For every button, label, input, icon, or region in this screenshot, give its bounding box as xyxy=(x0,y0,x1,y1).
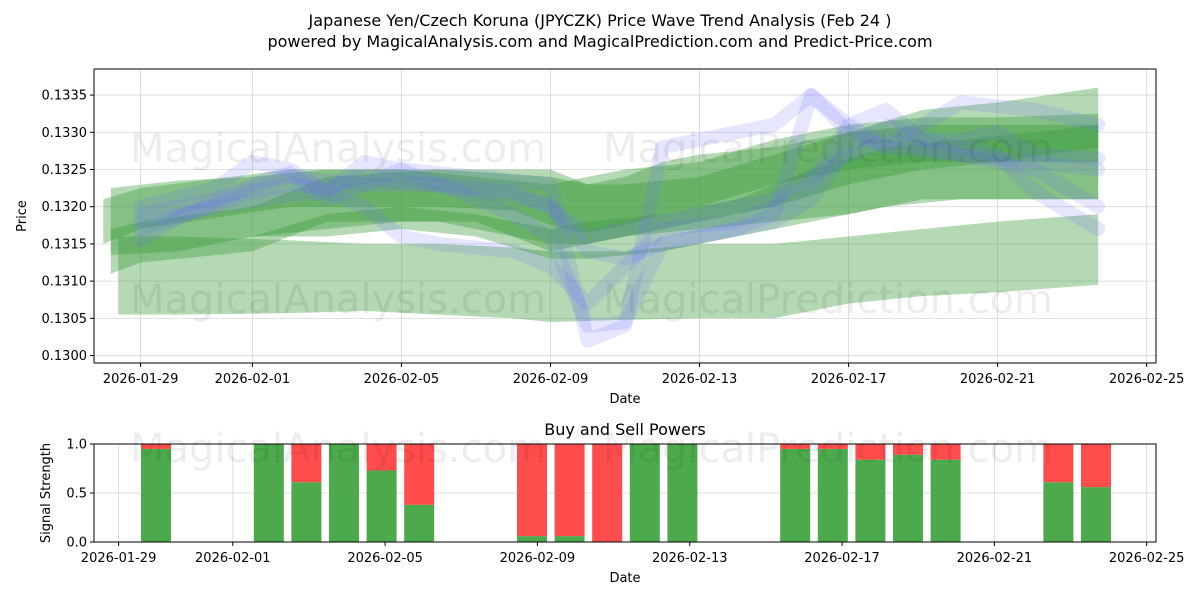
power-y-tick-label: 0.0 xyxy=(66,536,87,551)
sell-power-bar xyxy=(1043,444,1074,483)
sell-power-bar xyxy=(855,444,886,460)
power-y-ticks: 0.0 0.5 1.0 xyxy=(66,438,94,551)
price-x-tick-label: 2026-02-05 xyxy=(364,372,440,387)
price-wave-line xyxy=(133,88,1106,333)
buy-power-bar xyxy=(329,444,359,542)
buy-power-bar xyxy=(780,448,811,542)
price-x-tick-label: 2026-02-01 xyxy=(215,372,291,387)
sell-power-bar xyxy=(930,444,961,460)
power-y-tick-label: 1.0 xyxy=(66,438,87,453)
price-y-tick-label: 0.1330 xyxy=(42,126,88,141)
power-y-axis-title: Signal Strength xyxy=(39,443,54,543)
sell-power-bar xyxy=(592,444,623,542)
price-wave-line xyxy=(133,117,1106,311)
price-x-tick-label: 2026-02-13 xyxy=(662,372,738,387)
power-bars xyxy=(141,444,1111,542)
price-x-tick-label: 2026-02-21 xyxy=(960,372,1036,387)
sell-power-bar xyxy=(291,444,322,483)
price-waves xyxy=(133,88,1106,348)
power-x-tick-label: 2026-02-25 xyxy=(1109,551,1185,566)
trend-bands xyxy=(103,87,1099,323)
power-chart-title: Buy and Sell Powers xyxy=(544,420,706,439)
price-plot-frame xyxy=(93,68,1157,364)
watermark-power-left: MagicalAnalysis.com xyxy=(130,426,546,472)
watermark-top-right: MagicalPrediction.com xyxy=(603,126,1053,172)
buy-power-bar xyxy=(1081,487,1111,542)
chart-title-line-1: Japanese Yen/Czech Koruna (JPYCZK) Price… xyxy=(308,11,892,30)
sell-power-bar xyxy=(366,444,397,471)
price-x-tick-label: 2026-02-17 xyxy=(811,372,887,387)
buy-power-bar xyxy=(253,444,284,542)
power-x-tick-label: 2026-02-21 xyxy=(957,551,1033,566)
power-x-axis-title: Date xyxy=(609,571,640,586)
price-x-axis-title: Date xyxy=(609,392,640,407)
price-y-tick-label: 0.1300 xyxy=(42,349,88,364)
trend-band xyxy=(110,87,1099,274)
price-x-ticks: 2026-01-29 2026-02-01 2026-02-05 2026-02-09… xyxy=(103,363,1185,387)
buy-power-bar xyxy=(667,444,698,542)
price-y-tick-label: 0.1320 xyxy=(42,200,88,215)
price-y-tick-label: 0.1315 xyxy=(42,237,88,252)
power-x-tick-label: 2026-02-01 xyxy=(195,551,271,566)
buy-power-bar xyxy=(141,448,171,542)
buy-power-bar xyxy=(517,536,547,542)
price-y-tick-label: 0.1335 xyxy=(42,89,88,104)
power-x-ticks: 2026-01-29 2026-02-01 2026-02-05 2026-02-09… xyxy=(81,542,1185,566)
watermark-top-left: MagicalAnalysis.com xyxy=(130,126,546,172)
price-y-tick-label: 0.1305 xyxy=(42,312,88,327)
price-wave-line xyxy=(133,88,1106,348)
price-y-ticks: 0.1300 0.1305 0.1310 0.1315 0.1320 0.1325 0.13… xyxy=(42,89,94,364)
chart-title-line-2: powered by MagicalAnalysis.com and Magic… xyxy=(267,32,932,51)
trend-band xyxy=(110,113,1099,256)
price-panel: MagicalAnalysis.com MagicalPrediction.co… xyxy=(15,68,1185,407)
trend-band xyxy=(103,124,1099,244)
power-y-tick-label: 0.5 xyxy=(66,487,87,502)
buy-power-bar xyxy=(930,459,961,542)
sell-power-bar xyxy=(893,444,923,455)
watermark-mid-left: MagicalAnalysis.com xyxy=(130,277,546,323)
watermark-power-right: MagicalPrediction.com xyxy=(603,426,1053,472)
power-x-tick-label: 2026-01-29 xyxy=(81,551,157,566)
price-y-tick-label: 0.1325 xyxy=(42,163,88,178)
power-panel: Buy and Sell Powers MagicalAnalysis.com … xyxy=(39,420,1184,586)
watermark-mid-right: MagicalPrediction.com xyxy=(603,277,1053,323)
price-x-tick-label: 2026-01-29 xyxy=(103,372,179,387)
sell-power-bar xyxy=(404,444,435,505)
price-x-tick-label: 2026-02-25 xyxy=(1109,372,1185,387)
buy-power-bar xyxy=(1043,482,1074,542)
power-x-tick-label: 2026-02-17 xyxy=(804,551,880,566)
price-y-axis-title: Price xyxy=(15,200,30,232)
price-grid xyxy=(94,69,1156,363)
price-y-tick-label: 0.1310 xyxy=(42,275,88,290)
sell-power-bar xyxy=(780,444,811,449)
buy-power-bar xyxy=(554,536,585,542)
buy-power-bar xyxy=(893,454,923,542)
sell-power-bar xyxy=(817,444,848,449)
sell-power-bar xyxy=(141,444,171,449)
power-x-tick-label: 2026-02-09 xyxy=(500,551,576,566)
price-x-tick-label: 2026-02-09 xyxy=(513,372,589,387)
buy-power-bar xyxy=(366,470,397,542)
power-x-tick-label: 2026-02-13 xyxy=(652,551,728,566)
trend-band xyxy=(118,214,1099,323)
sell-power-bar xyxy=(554,444,585,537)
sell-power-bar xyxy=(517,444,547,537)
price-wave-line xyxy=(133,132,1106,244)
buy-power-bar xyxy=(629,444,660,542)
buy-power-bar xyxy=(817,448,848,542)
buy-power-bar xyxy=(404,504,435,542)
buy-power-bar xyxy=(855,459,886,542)
price-wave-line xyxy=(133,117,1106,266)
power-x-tick-label: 2026-02-05 xyxy=(347,551,423,566)
trend-band xyxy=(118,124,1099,259)
sell-power-bar xyxy=(1081,444,1111,488)
buy-power-bar xyxy=(291,482,322,542)
